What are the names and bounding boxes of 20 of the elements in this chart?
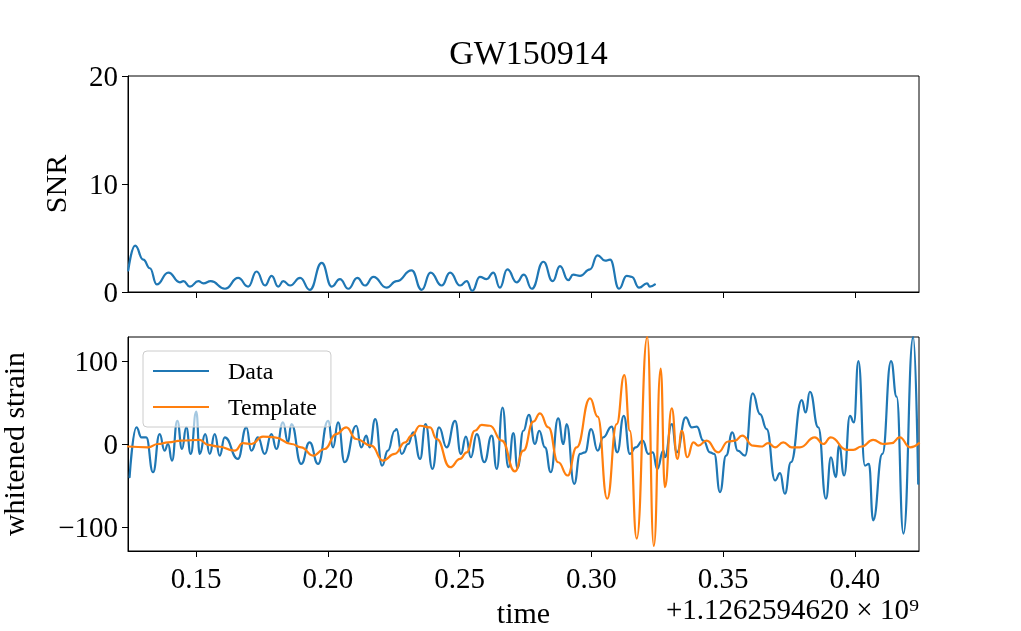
y-tick-label: 0 bbox=[103, 276, 118, 308]
line-series bbox=[127, 244, 656, 293]
x-tick-label: 0.25 bbox=[434, 561, 485, 594]
y-axis-title: SNR bbox=[38, 154, 72, 214]
legend-label: Template bbox=[228, 394, 317, 420]
y-axis-title: whitened strain bbox=[0, 351, 30, 537]
x-tick-label: 0.15 bbox=[170, 561, 222, 594]
chart-title: GW150914 bbox=[449, 33, 608, 71]
x-tick-label: 0.40 bbox=[829, 561, 881, 594]
x-tick-label: 0.35 bbox=[697, 561, 749, 594]
x-tick-label: 0.30 bbox=[566, 561, 617, 594]
legend-label: Data bbox=[228, 358, 274, 384]
x-tick-label: 0.20 bbox=[302, 561, 354, 594]
y-tick-label: 10 bbox=[89, 168, 118, 200]
text: +1.1262594620 × 10⁹ bbox=[665, 592, 920, 625]
y-tick-label: 20 bbox=[89, 60, 118, 92]
y-tick-label: −100 bbox=[58, 510, 118, 543]
y-tick-label: 0 bbox=[103, 428, 118, 460]
y-tick-label: 100 bbox=[74, 345, 118, 378]
x-axis-title: time bbox=[496, 595, 551, 629]
